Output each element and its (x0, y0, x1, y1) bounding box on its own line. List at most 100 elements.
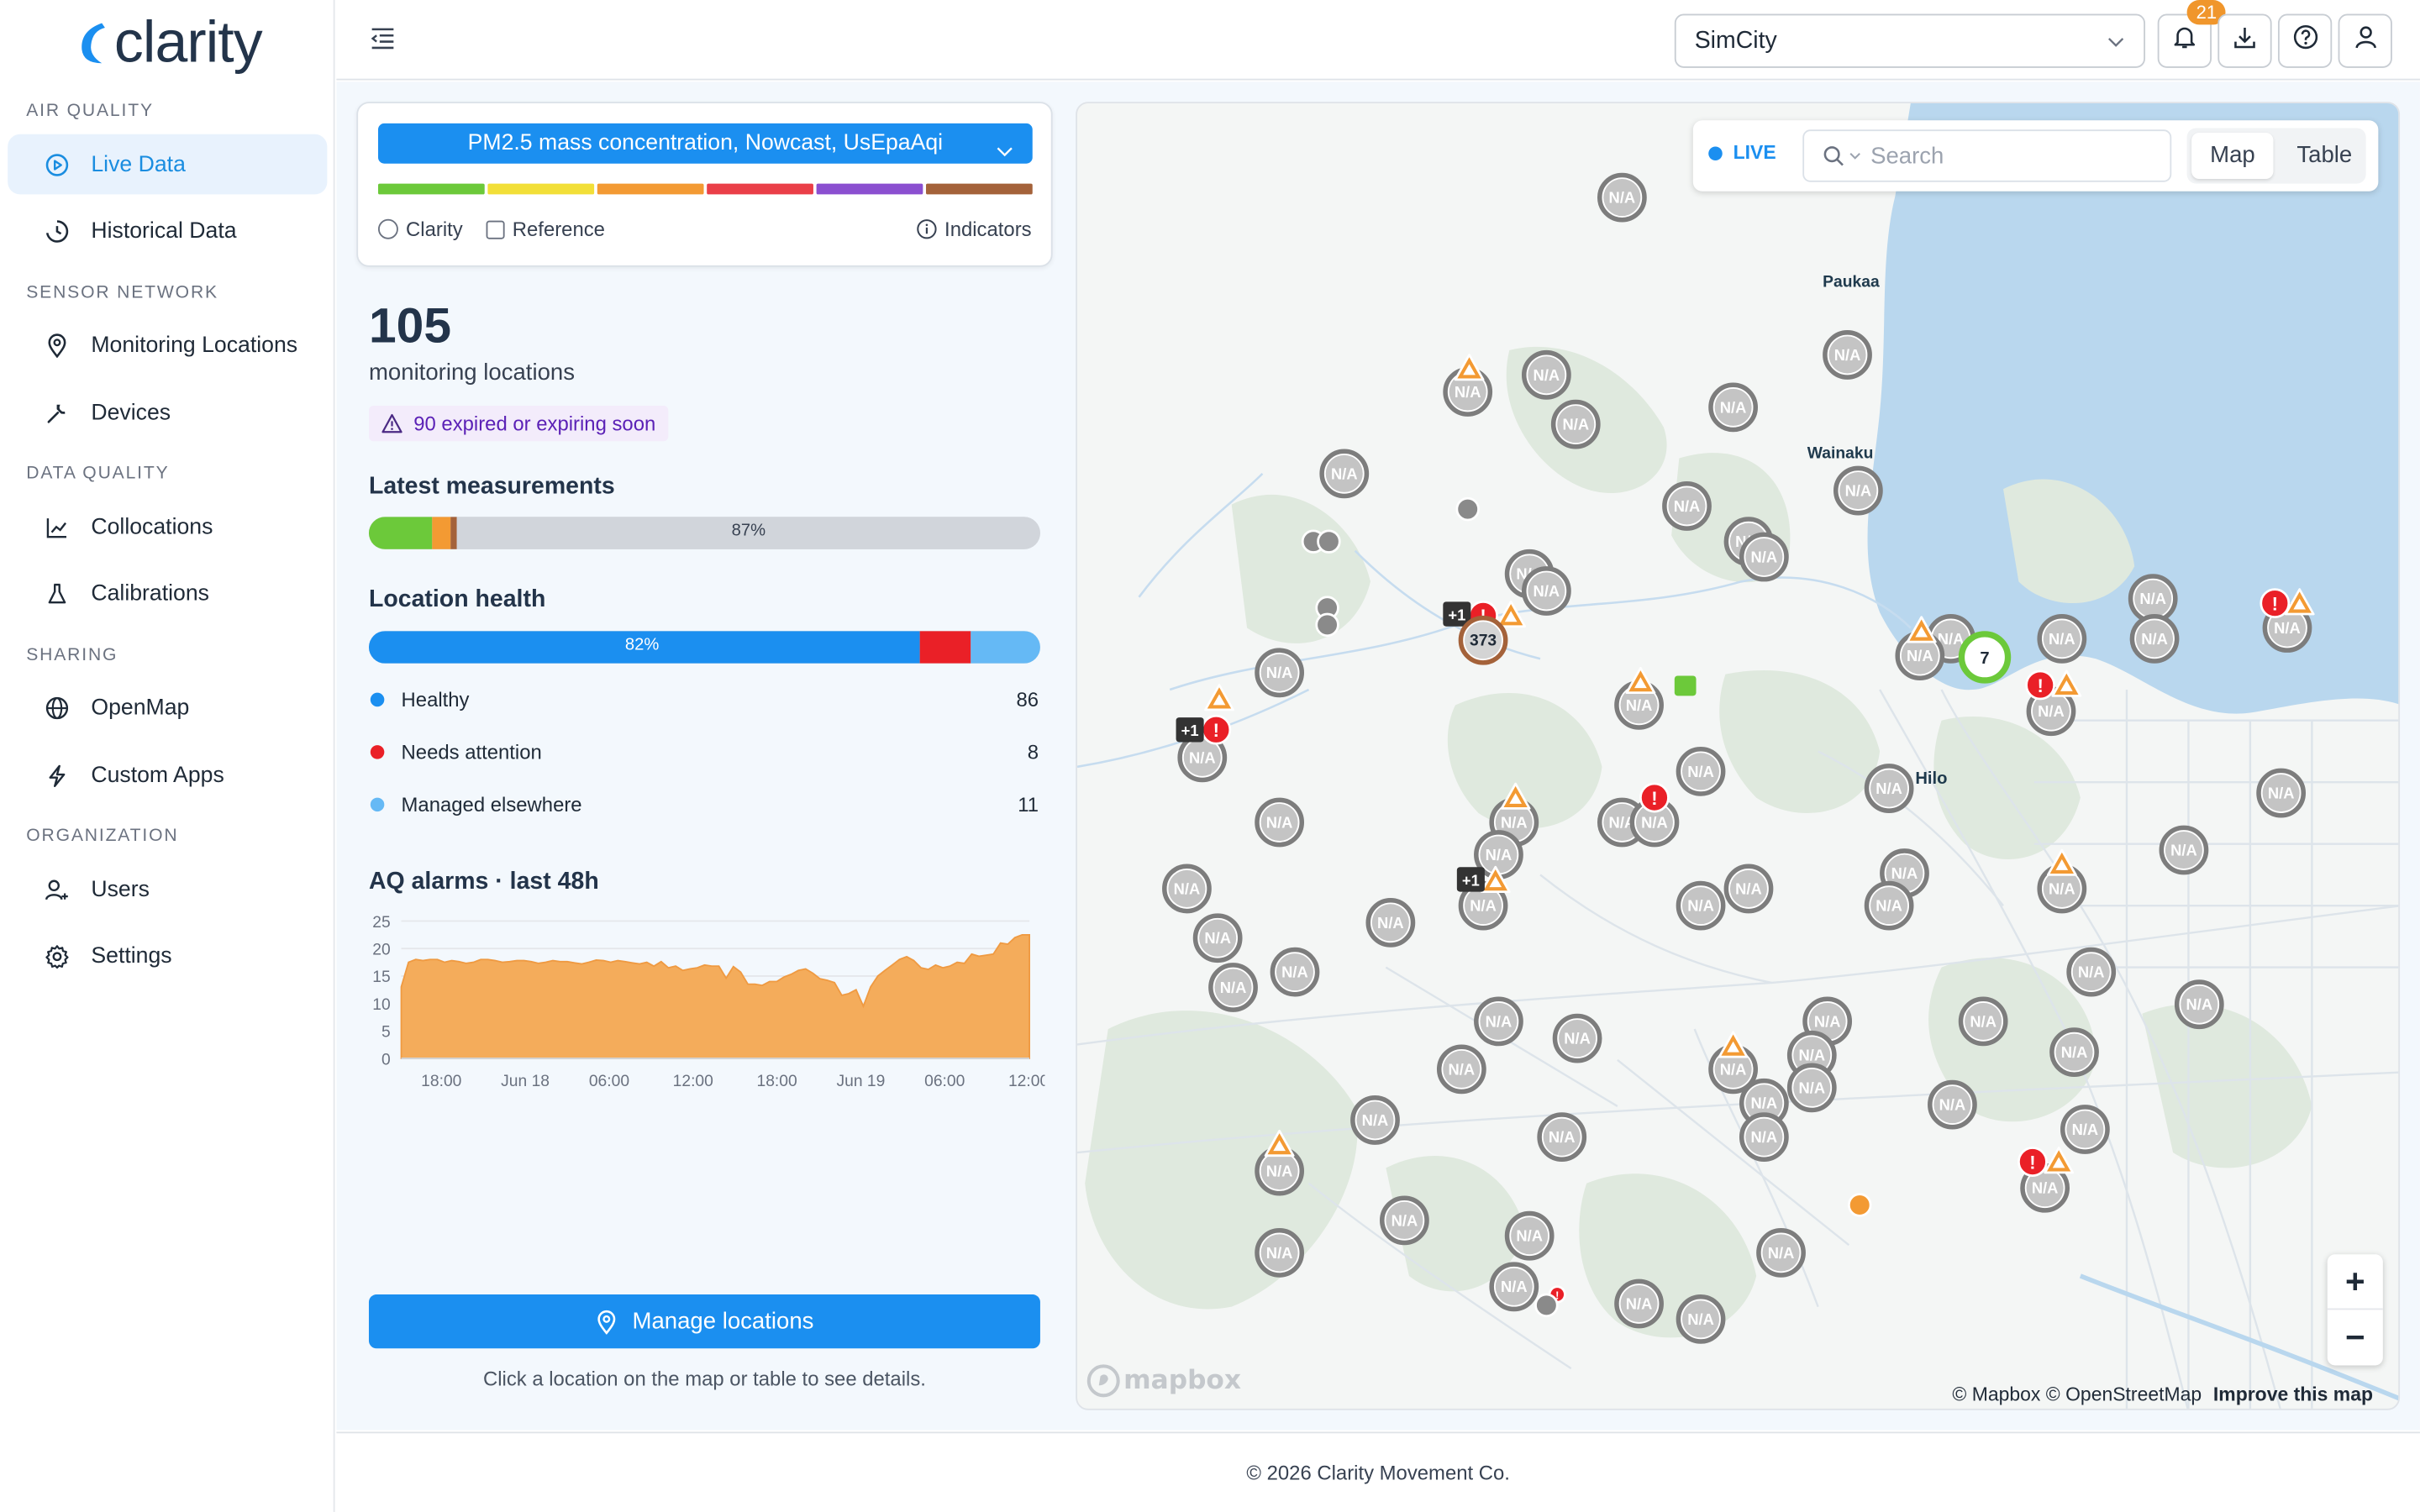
download-button[interactable] (2217, 13, 2272, 68)
location-marker[interactable]: N/A (1521, 566, 1571, 616)
marker-fill[interactable] (1668, 487, 1706, 525)
map-search-input[interactable]: Search (1802, 129, 2172, 182)
sidebar-item-collocations[interactable]: Collocations (8, 496, 327, 557)
location-marker[interactable]: N/A (1786, 1063, 1837, 1113)
sidebar-item-monitoring-locations[interactable]: Monitoring Locations (8, 315, 327, 375)
marker-label[interactable]: N/A (1331, 465, 1358, 482)
location-marker[interactable]: N/A (1823, 330, 1872, 380)
marker-fill[interactable] (1714, 1050, 1752, 1088)
marker-label[interactable]: N/A (2038, 702, 2065, 720)
clarity-logo[interactable]: clarity (74, 9, 263, 77)
marker-label[interactable]: N/A (1486, 846, 1512, 864)
marker-label[interactable]: N/A (2078, 963, 2105, 981)
marker-fill[interactable] (1808, 1002, 1846, 1040)
marker-label[interactable]: N/A (2268, 784, 2295, 801)
marker-fill[interactable] (2032, 692, 2070, 730)
marker-fill[interactable] (2066, 1110, 2104, 1148)
location-marker[interactable]: N/A (1208, 963, 1258, 1012)
location-marker[interactable]: N/A (2020, 1163, 2070, 1213)
marker-label[interactable]: N/A (1626, 1294, 1653, 1312)
marker-fill[interactable] (1870, 887, 1908, 925)
marker-fill[interactable] (1620, 686, 1658, 724)
marker-fill[interactable] (2026, 1169, 2064, 1207)
location-marker[interactable]: N/A (1708, 382, 1759, 433)
sidebar-item-calibrations[interactable]: Calibrations (8, 563, 327, 623)
marker-fill[interactable] (2262, 774, 2300, 812)
marker-fill[interactable] (1480, 1002, 1518, 1040)
location-marker[interactable]: N/A (1192, 913, 1243, 963)
location-marker[interactable]: N/A (1319, 449, 1370, 499)
marker-label[interactable]: N/A (1266, 1244, 1293, 1262)
marker-fill[interactable] (1745, 1118, 1783, 1156)
marker-label[interactable]: N/A (2274, 619, 2301, 637)
marker-fill[interactable] (1745, 1084, 1783, 1122)
menu-collapse-icon[interactable] (371, 28, 395, 57)
location-marker[interactable]: N/A (1864, 764, 1914, 813)
marker-fill[interactable] (2043, 869, 2081, 907)
sidebar-item-historical-data[interactable]: Historical Data (8, 201, 327, 261)
marker-fill[interactable] (2135, 620, 2174, 658)
account-button[interactable] (2338, 13, 2392, 68)
marker-label[interactable]: N/A (1534, 366, 1560, 384)
marker-label[interactable]: N/A (1641, 813, 1668, 831)
sidebar-item-openmap[interactable]: OpenMap (8, 677, 327, 738)
location-marker[interactable]: N/A (1255, 1228, 1305, 1278)
marker-fill[interactable] (1682, 753, 1720, 790)
marker-fill[interactable] (1714, 388, 1752, 426)
marker-label[interactable]: N/A (1876, 780, 1902, 797)
marker-label[interactable]: N/A (1189, 748, 1216, 766)
sidebar-item-settings[interactable]: Settings (8, 926, 327, 986)
marker-fill[interactable] (2181, 985, 2218, 1023)
marker-label[interactable]: N/A (2186, 995, 2212, 1013)
source-option-clarity[interactable]: Clarity (377, 218, 463, 241)
marker-label[interactable]: N/A (1687, 897, 1714, 915)
view-table-button[interactable]: Table (2296, 141, 2353, 169)
location-marker[interactable]: N/A (1895, 631, 1945, 680)
marker-label[interactable]: N/A (1687, 1310, 1714, 1328)
marker-label[interactable]: N/A (1609, 813, 1636, 831)
marker-label[interactable]: N/A (1549, 1128, 1576, 1146)
marker-label[interactable]: N/A (1609, 189, 1636, 207)
marker-label[interactable]: N/A (2141, 630, 2168, 648)
marker-label[interactable]: N/A (1626, 696, 1653, 714)
location-marker[interactable]: N/A (1350, 1095, 1400, 1145)
marker-fill[interactable] (2134, 580, 2172, 617)
marker-fill[interactable] (1511, 1217, 1549, 1255)
location-marker[interactable]: N/A (1739, 532, 1789, 582)
marker-fill[interactable] (1260, 1234, 1298, 1272)
location-marker[interactable]: N/A (1474, 996, 1523, 1047)
marker-fill[interactable] (1839, 472, 1877, 510)
marker-label[interactable]: N/A (1907, 647, 1933, 664)
marker-label[interactable]: N/A (1377, 914, 1404, 932)
location-marker[interactable]: N/A (1723, 864, 1774, 914)
marker-label[interactable]: N/A (1687, 763, 1714, 780)
marker-label[interactable]: N/A (1720, 398, 1747, 416)
marker-label[interactable]: N/A (1266, 1162, 1293, 1179)
marker-label[interactable]: N/A (1564, 1030, 1591, 1047)
marker-label[interactable]: N/A (1751, 1095, 1778, 1112)
marker-label[interactable]: N/A (2061, 1043, 2088, 1061)
location-marker[interactable]: N/A (1474, 830, 1523, 879)
sidebar-item-devices[interactable]: Devices (8, 383, 327, 444)
location-marker[interactable]: N/A (2049, 1027, 2099, 1078)
location-marker[interactable]: N/A (1676, 746, 1726, 796)
marker-fill[interactable] (1356, 1101, 1394, 1139)
marker-label[interactable]: N/A (1798, 1047, 1825, 1064)
marker-fill[interactable] (1559, 1020, 1597, 1058)
location-marker[interactable]: N/A (1676, 1294, 1726, 1344)
marker-fill[interactable] (1682, 887, 1720, 925)
marker-fill[interactable] (1828, 336, 1866, 374)
marker-fill[interactable] (1793, 1068, 1831, 1106)
marker-fill[interactable] (1682, 1300, 1720, 1338)
live-indicator[interactable]: LIVE (1708, 142, 1776, 164)
location-marker[interactable]: N/A (1270, 947, 1320, 997)
marker-label[interactable]: N/A (1751, 548, 1778, 565)
marker-fill[interactable] (1901, 637, 1939, 675)
expiring-warning-badge[interactable]: 90 expired or expiring soon (368, 406, 668, 442)
marker-fill[interactable] (1199, 919, 1237, 957)
marker-fill[interactable] (1933, 1086, 1971, 1124)
cluster-marker[interactable]: 7 (1958, 631, 2012, 684)
location-marker[interactable]: N/A (1662, 481, 1712, 531)
location-marker[interactable]: N/A (2037, 614, 2087, 664)
location-marker[interactable]: N/A (1255, 1146, 1305, 1196)
